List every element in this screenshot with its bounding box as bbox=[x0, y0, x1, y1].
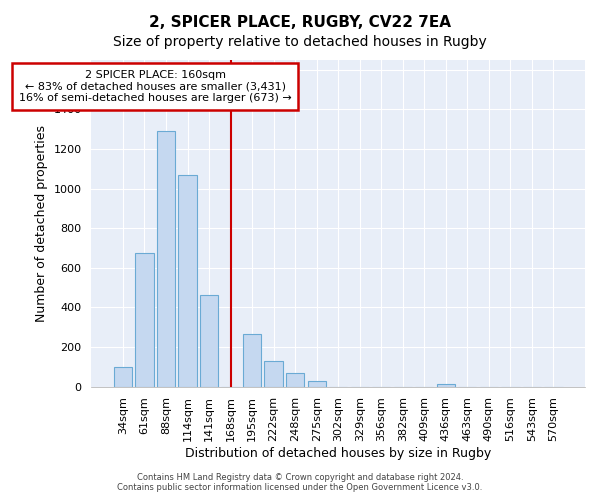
Bar bbox=[308, 380, 326, 386]
Text: 2 SPICER PLACE: 160sqm
← 83% of detached houses are smaller (3,431)
16% of semi-: 2 SPICER PLACE: 160sqm ← 83% of detached… bbox=[19, 70, 292, 103]
Bar bbox=[243, 334, 261, 386]
Bar bbox=[200, 294, 218, 386]
Y-axis label: Number of detached properties: Number of detached properties bbox=[35, 125, 48, 322]
Text: Contains HM Land Registry data © Crown copyright and database right 2024.
Contai: Contains HM Land Registry data © Crown c… bbox=[118, 473, 482, 492]
Bar bbox=[157, 132, 175, 386]
Bar bbox=[178, 175, 197, 386]
Bar bbox=[286, 372, 304, 386]
Bar bbox=[114, 367, 132, 386]
Text: 2, SPICER PLACE, RUGBY, CV22 7EA: 2, SPICER PLACE, RUGBY, CV22 7EA bbox=[149, 15, 451, 30]
X-axis label: Distribution of detached houses by size in Rugby: Distribution of detached houses by size … bbox=[185, 447, 491, 460]
Bar bbox=[136, 253, 154, 386]
Bar bbox=[265, 361, 283, 386]
Text: Size of property relative to detached houses in Rugby: Size of property relative to detached ho… bbox=[113, 35, 487, 49]
Bar bbox=[437, 384, 455, 386]
